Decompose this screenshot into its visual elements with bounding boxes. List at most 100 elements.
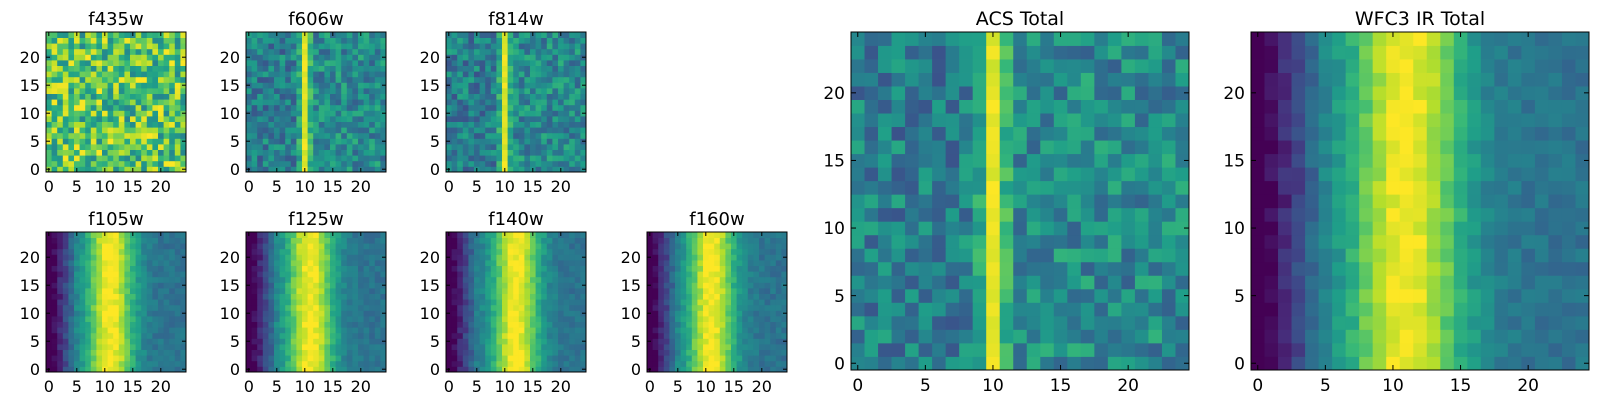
heatmap-cell [697, 260, 704, 266]
y-tick-label: 20 [20, 48, 40, 67]
x-tick-label: 5 [673, 377, 683, 396]
heatmap-cell [731, 237, 737, 244]
heatmap-cell [1026, 221, 1041, 236]
heatmap-cell [675, 299, 681, 306]
heatmap-cell [352, 54, 359, 61]
heatmap-cell [652, 299, 659, 306]
heatmap-cell [279, 344, 286, 350]
heatmap-cell [118, 76, 125, 83]
heatmap-cell [731, 299, 737, 306]
heatmap-cell [580, 316, 587, 322]
heatmap-cell [141, 160, 148, 167]
heatmap-cell [346, 88, 353, 94]
heatmap-cell [107, 110, 114, 117]
heatmap-cell [130, 76, 136, 83]
heatmap-cell [51, 282, 58, 289]
heatmap-cell [180, 355, 187, 362]
heatmap-cell [686, 260, 693, 266]
heatmap-cell [569, 144, 576, 150]
heatmap-cell [530, 327, 536, 334]
heatmap-cell [341, 43, 348, 50]
heatmap-cell [135, 237, 142, 244]
heatmap-cell [725, 355, 732, 362]
heatmap-cell [753, 276, 760, 283]
heatmap-cell [257, 344, 264, 350]
heatmap-cell [742, 248, 749, 255]
heatmap-cell [558, 155, 564, 162]
heatmap-cell [330, 355, 336, 362]
heatmap-cell [374, 254, 381, 261]
heatmap-cell [496, 332, 503, 339]
heatmap-cell [1161, 329, 1176, 344]
heatmap-cell [669, 271, 676, 278]
heatmap-cell [358, 265, 364, 272]
heatmap-cell [658, 349, 665, 356]
heatmap-cell [513, 254, 520, 261]
heatmap-cell [324, 76, 331, 83]
heatmap-cell [563, 248, 570, 255]
heatmap-cell [279, 76, 286, 83]
heatmap-cell [580, 65, 587, 72]
heatmap-cell [307, 155, 314, 162]
heatmap-cell [513, 76, 520, 83]
heatmap-cell [57, 243, 64, 250]
heatmap-cell [262, 104, 269, 111]
heatmap-cell [530, 132, 536, 139]
heatmap-cell [546, 144, 553, 150]
heatmap-cell [1040, 342, 1055, 357]
heatmap-cell [313, 349, 320, 356]
heatmap-cell [546, 271, 553, 278]
heatmap-cell [680, 349, 687, 356]
heatmap-cell [1040, 194, 1055, 209]
heatmap-cell [251, 282, 258, 289]
heatmap-cell [647, 288, 653, 294]
heatmap-cell [279, 276, 286, 283]
heatmap-cell [524, 82, 531, 89]
heatmap-cell [652, 293, 659, 300]
heatmap-cell [374, 276, 381, 283]
heatmap-cell [959, 356, 974, 371]
heatmap-cell [296, 310, 303, 317]
heatmap-cell [68, 116, 75, 122]
heatmap-cell [513, 116, 520, 122]
heatmap-cell [369, 355, 376, 362]
heatmap-cell [663, 316, 670, 322]
heatmap-cell [135, 155, 142, 162]
heatmap-cell [1094, 342, 1109, 357]
heatmap-cell [451, 293, 458, 300]
heatmap-cell [79, 88, 86, 94]
heatmap-cell [146, 271, 153, 278]
heatmap-cell [358, 132, 364, 139]
heatmap-cell [158, 293, 164, 300]
heatmap-cell [102, 138, 108, 145]
heatmap-cell [169, 144, 176, 150]
heatmap-cell [851, 302, 865, 317]
heatmap-cell [535, 138, 542, 145]
heatmap-cell [764, 349, 771, 356]
heatmap-cell [1094, 356, 1109, 371]
heatmap-cell [251, 82, 258, 89]
heatmap-cell [107, 232, 114, 238]
heatmap-cell [130, 271, 136, 278]
heatmap-cell [731, 355, 737, 362]
heatmap-cell [719, 271, 726, 278]
heatmap-cell [124, 65, 131, 72]
heatmap-cell [274, 88, 280, 94]
heatmap-cell [285, 349, 292, 356]
heatmap-cell [451, 71, 458, 78]
heatmap-cell [62, 132, 69, 139]
heatmap-cell [535, 366, 542, 373]
heatmap-cell [574, 260, 581, 266]
heatmap-cell [535, 132, 542, 139]
heatmap-cell [141, 360, 148, 367]
heatmap-cell [747, 271, 754, 278]
heatmap-cell [174, 116, 181, 122]
heatmap-cell [62, 366, 69, 373]
heatmap-cell [669, 332, 676, 339]
heatmap-cell [180, 121, 187, 128]
heatmap-cell [68, 166, 75, 173]
heatmap-cell [686, 310, 693, 317]
heatmap-cell [663, 271, 670, 278]
heatmap-cell [747, 260, 754, 266]
heatmap-cell [905, 194, 919, 209]
